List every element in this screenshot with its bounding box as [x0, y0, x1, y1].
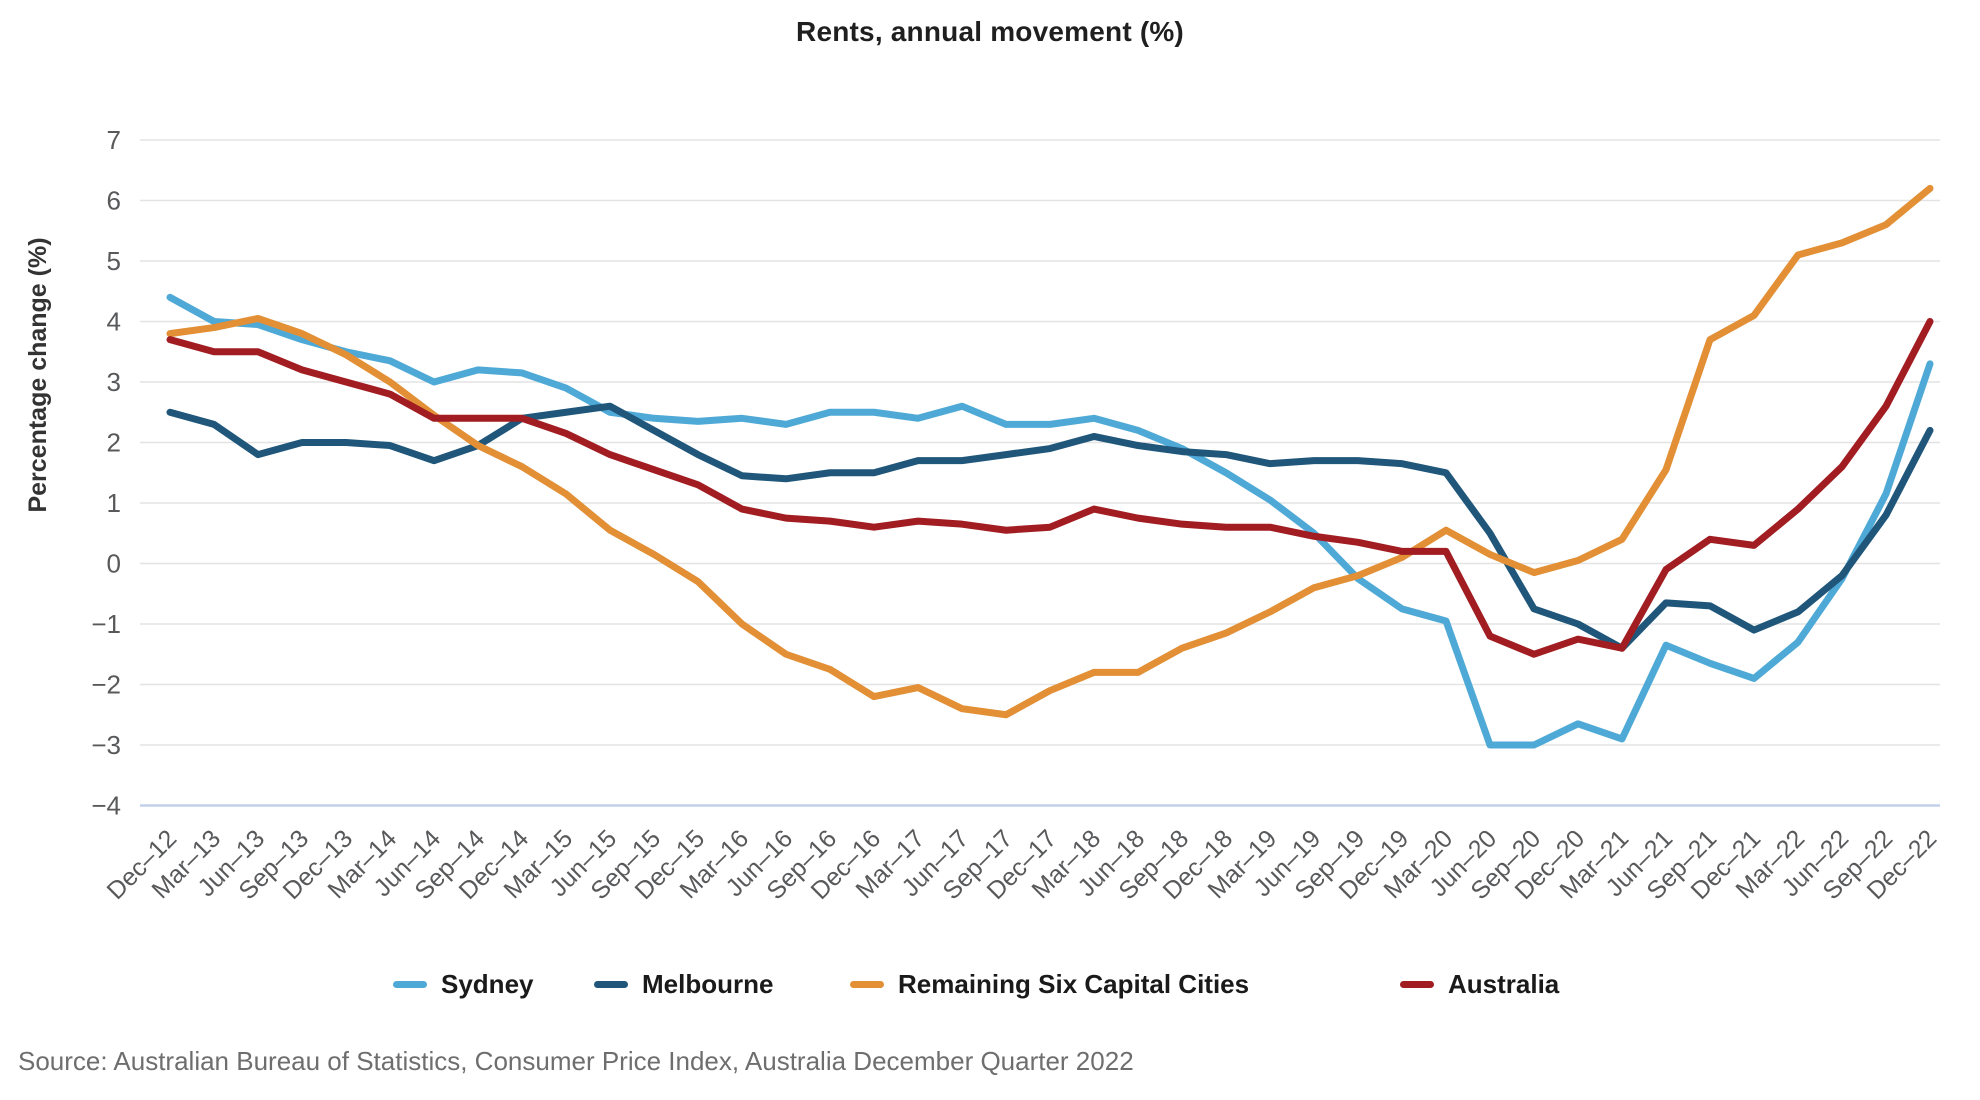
svg-text:−2: −2: [91, 670, 121, 700]
source-note: Source: Australian Bureau of Statistics,…: [18, 1046, 1134, 1076]
chart-title: Rents, annual movement (%): [796, 16, 1184, 47]
svg-text:6: 6: [107, 186, 121, 216]
legend-swatch-melbourne-icon: [594, 980, 628, 988]
svg-text:5: 5: [107, 246, 121, 276]
svg-text:−4: −4: [91, 791, 121, 821]
legend-label-sydney: Sydney: [441, 968, 534, 999]
svg-text:0: 0: [107, 549, 121, 579]
svg-text:3: 3: [107, 367, 121, 397]
svg-text:4: 4: [107, 307, 121, 337]
svg-text:7: 7: [107, 125, 121, 155]
svg-text:2: 2: [107, 428, 121, 458]
legend-swatch-australia-icon: [1400, 980, 1434, 988]
legend: Sydney Melbourne Remaining Six Capital C…: [0, 962, 1980, 1006]
svg-text:−3: −3: [91, 730, 121, 760]
svg-text:Percentage change (%): Percentage change (%): [24, 237, 52, 512]
legend-item-melbourne: Melbourne: [594, 962, 773, 1006]
legend-item-remaining-six-capital-cities: Remaining Six Capital Cities: [850, 962, 1249, 1006]
legend-swatch-remaining-six-icon: [850, 980, 884, 988]
legend-swatch-sydney-icon: [393, 980, 427, 988]
svg-text:1: 1: [107, 488, 121, 518]
legend-label-australia: Australia: [1448, 968, 1560, 999]
legend-label-melbourne: Melbourne: [642, 968, 774, 999]
legend-item-sydney: Sydney: [393, 962, 534, 1006]
legend-item-australia: Australia: [1400, 962, 1559, 1006]
svg-text:−1: −1: [91, 609, 121, 639]
legend-label-remaining-six: Remaining Six Capital Cities: [898, 968, 1250, 999]
